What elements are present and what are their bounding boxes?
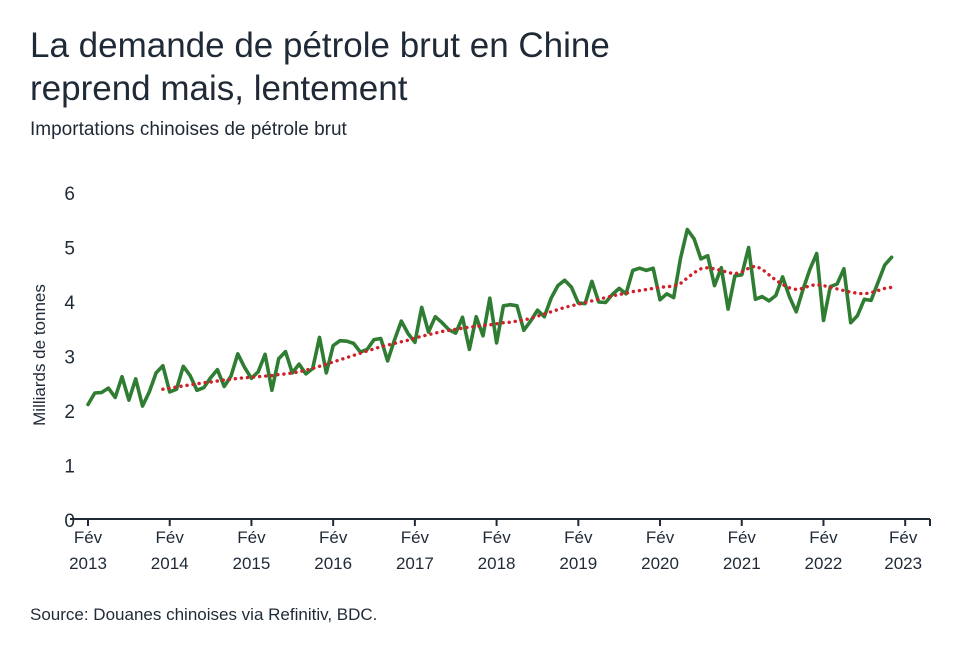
monthly-imports-line <box>86 227 894 408</box>
y-axis-ticks: 0 1 2 3 4 5 6 <box>64 184 75 532</box>
chart-title: La demande de pétrole brut en Chine repr… <box>30 24 930 110</box>
chart-subtitle: Importations chinoises de pétrole brut <box>30 119 347 140</box>
x-tick-label-year: 2015 <box>233 554 271 573</box>
x-axis: Fév 2013 Fév 2014 Fév 2015 Fév 2016 Fév 2017 Fév 20… <box>69 518 931 573</box>
x-tick-label-month: Fév <box>889 528 918 547</box>
y-axis-label: Milliards de tonnes <box>30 284 49 426</box>
y-tick-label: 0 <box>64 511 75 532</box>
y-tick-label: 4 <box>64 293 75 314</box>
line-chart: 0 1 2 3 4 5 6 Fév 2013 Fév 2014 Fév 2015 Fév 2016 Fév 2… <box>30 184 931 573</box>
x-tick-label-month: Fév <box>319 528 348 547</box>
chart-series <box>86 227 894 408</box>
x-tick-label-month: Fév <box>156 528 185 547</box>
x-tick-label-year: 2019 <box>559 554 597 573</box>
y-tick-label: 2 <box>64 402 75 423</box>
x-tick-label-year: 2014 <box>151 554 189 573</box>
y-tick-label: 6 <box>64 184 75 205</box>
x-tick-label-month: Fév <box>564 528 593 547</box>
y-tick-label: 1 <box>64 457 75 478</box>
x-tick-label-month: Fév <box>237 528 266 547</box>
y-tick-label: 3 <box>64 348 75 369</box>
x-tick-label-year: 2020 <box>641 554 679 573</box>
x-tick-label-year: 2016 <box>314 554 352 573</box>
x-tick-label-year: 2023 <box>884 554 922 573</box>
y-tick-label: 5 <box>64 239 75 260</box>
x-tick-label-year: 2022 <box>805 554 843 573</box>
x-tick-label-year: 2017 <box>396 554 434 573</box>
x-tick-label-month: Fév <box>401 528 430 547</box>
trend-line <box>161 264 894 391</box>
x-tick-label-year: 2021 <box>723 554 761 573</box>
x-tick-label-year: 2013 <box>69 554 107 573</box>
x-tick-label-month: Fév <box>809 528 838 547</box>
x-tick-label-month: Fév <box>646 528 675 547</box>
source-note: Source: Douanes chinoises via Refinitiv,… <box>30 605 378 624</box>
x-tick-label-year: 2018 <box>478 554 516 573</box>
x-tick-label-month: Fév <box>482 528 511 547</box>
x-tick-label-month: Fév <box>728 528 757 547</box>
chart-title-line-2: reprend mais, lentement <box>30 69 408 108</box>
x-tick-label-month: Fév <box>74 528 103 547</box>
chart-title-line-1: La demande de pétrole brut en Chine <box>30 26 610 65</box>
